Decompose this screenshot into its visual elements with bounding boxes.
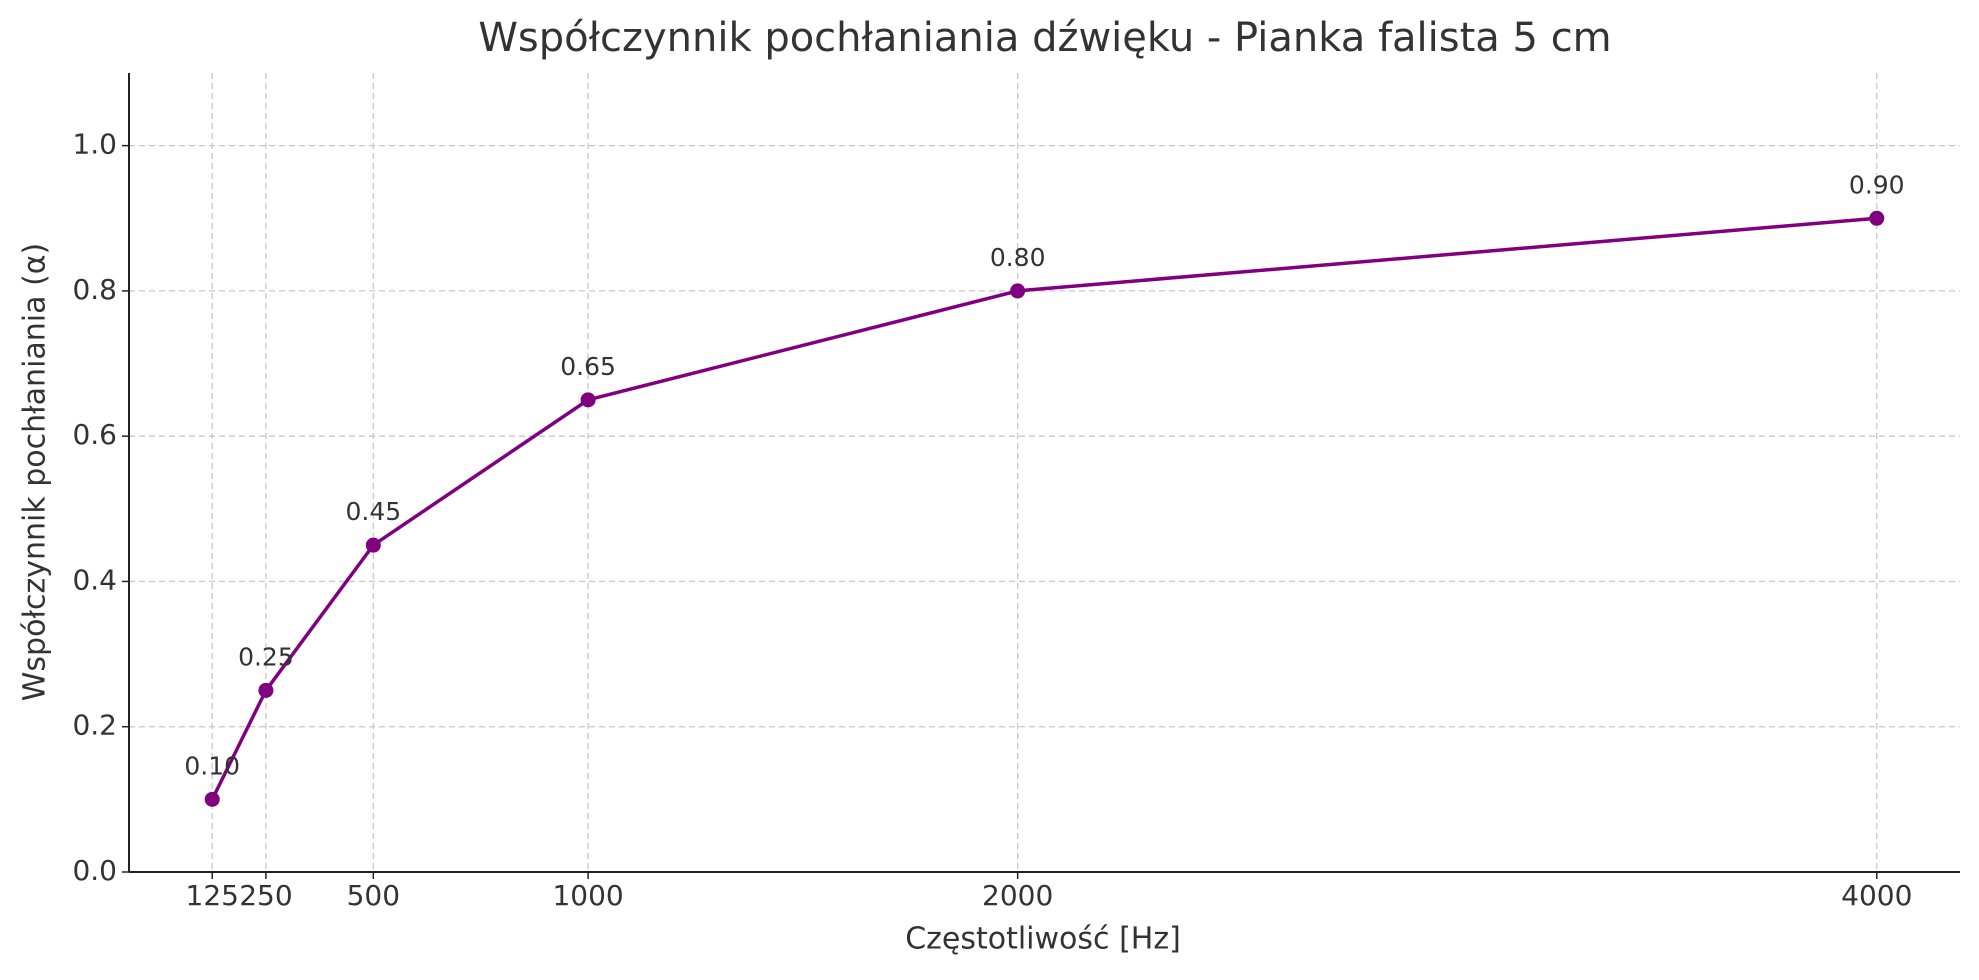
chart-title: Współczynnik pochłaniania dźwięku - Pian… — [478, 15, 1611, 61]
x-tick-label: 2000 — [982, 879, 1053, 912]
y-tick-label: 0.4 — [72, 563, 117, 596]
y-tick-label: 0.8 — [72, 273, 117, 306]
y-tick-label: 1.0 — [72, 128, 117, 161]
series-line — [210, 216, 1877, 801]
data-label: 0.65 — [560, 352, 616, 381]
x-tick-label: 250 — [239, 879, 292, 912]
data-point — [1010, 283, 1026, 299]
data-label: 0.90 — [1849, 170, 1905, 199]
y-tick-label: 0.2 — [72, 709, 117, 742]
data-point — [258, 682, 274, 698]
x-axis-label: Częstotliwość [Hz] — [905, 922, 1181, 957]
x-tick-label: 4000 — [1841, 879, 1912, 912]
y-tick-label: 0.6 — [72, 418, 117, 451]
data-label: 0.25 — [238, 642, 294, 671]
data-point — [365, 537, 381, 553]
data-point — [204, 791, 220, 807]
y-axis-label: Współczynnik pochłaniania (α) — [18, 243, 53, 701]
x-tick-label: 500 — [347, 879, 400, 912]
data-point — [1869, 210, 1885, 226]
x-tick-label: 1000 — [552, 879, 623, 912]
data-label: 0.80 — [990, 243, 1046, 272]
y-tick-label: 0.0 — [72, 854, 117, 887]
x-tick-label: 125 — [186, 879, 239, 912]
data-label: 0.45 — [345, 497, 401, 526]
data-label: 0.10 — [184, 751, 240, 780]
data-point — [580, 392, 596, 408]
